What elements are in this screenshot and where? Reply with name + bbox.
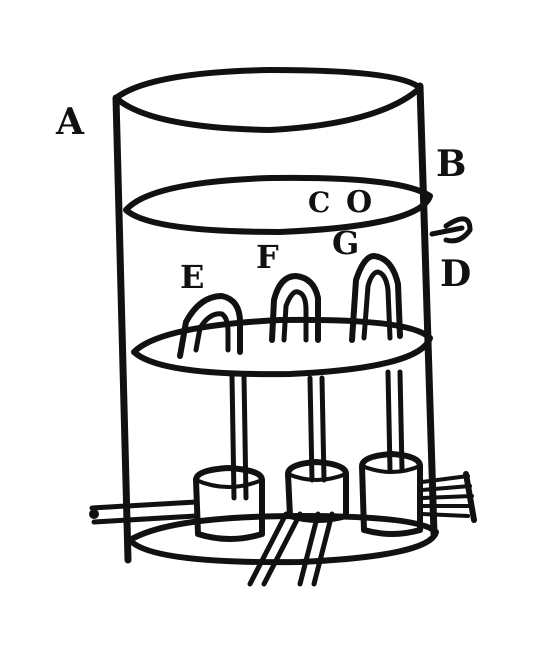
label-e: E xyxy=(180,258,204,296)
label-d: D xyxy=(440,253,471,295)
arch-f xyxy=(269,273,321,343)
side-pin-d xyxy=(429,216,473,244)
upper-disc xyxy=(123,174,433,235)
label-b: B xyxy=(436,143,466,185)
label-g: G xyxy=(332,224,359,262)
cylinder-vessel xyxy=(112,67,438,564)
base-plate xyxy=(127,513,439,566)
arch-g xyxy=(349,253,403,343)
bottom-sticks xyxy=(247,511,335,587)
cup-middle xyxy=(285,459,349,523)
label-o: O xyxy=(346,185,372,220)
left-pipe xyxy=(89,499,199,525)
label-c: C xyxy=(308,186,330,219)
label-f: F xyxy=(256,238,279,276)
lower-disc xyxy=(131,316,433,378)
label-a: A xyxy=(55,101,85,143)
arch-e xyxy=(177,293,243,359)
cup-left xyxy=(193,465,265,542)
cup-right xyxy=(359,451,423,537)
right-brush xyxy=(420,471,477,523)
